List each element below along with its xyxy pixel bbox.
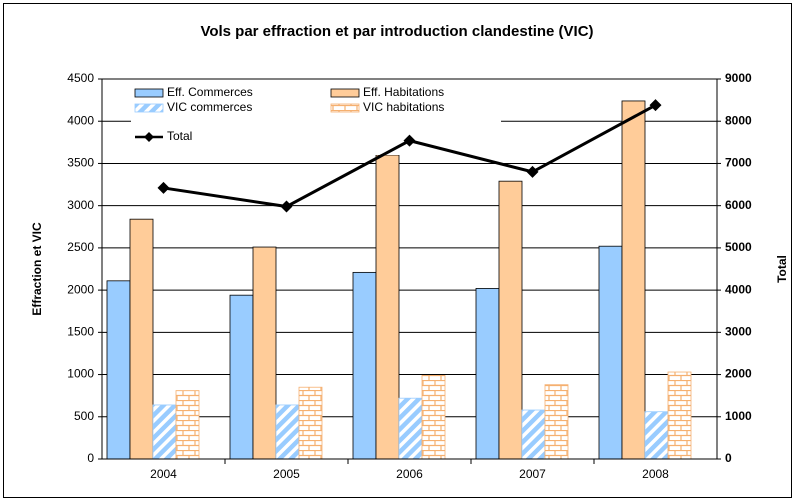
bar	[521, 409, 546, 460]
chart-title: Vols par effraction et par introduction …	[200, 23, 593, 40]
bar	[544, 384, 569, 460]
legend-label: VIC habitations	[363, 100, 444, 114]
y-tick-label: 4000	[67, 113, 94, 127]
marker	[649, 99, 662, 112]
bar	[152, 404, 177, 460]
bar	[298, 386, 323, 460]
legend-marker	[144, 132, 154, 142]
legend-label: Eff. Commerces	[167, 85, 253, 99]
y-tick-label: 3000	[67, 198, 94, 212]
bar	[106, 280, 131, 460]
legend-label: VIC commerces	[167, 100, 252, 114]
y2-tick-label: 7000	[725, 156, 752, 170]
y2-tick-label: 0	[725, 451, 732, 465]
bar	[275, 404, 300, 460]
bar	[621, 100, 646, 460]
bar	[375, 154, 400, 460]
x-tick-label: 2006	[396, 467, 423, 481]
y-tick-label: 4500	[67, 71, 94, 85]
x-tick-label: 2005	[273, 467, 300, 481]
bar	[252, 246, 277, 460]
y-tick-label: 3500	[67, 156, 94, 170]
y2-tick-label: 6000	[725, 198, 752, 212]
plot-border	[101, 78, 718, 460]
bar	[475, 288, 500, 460]
legend-box	[131, 85, 501, 155]
legend-label: Eff. Habitations	[363, 85, 444, 99]
y2-tick-label: 3000	[725, 325, 752, 339]
y-tick-label: 2500	[67, 240, 94, 254]
y2-tick-label: 8000	[725, 113, 752, 127]
y-axis-label: Effraction et VIC	[30, 222, 44, 316]
x-tick-label: 2004	[150, 467, 177, 481]
marker	[526, 165, 539, 178]
bar	[398, 397, 423, 460]
y2-tick-label: 1000	[725, 409, 752, 423]
y2-tick-label: 2000	[725, 367, 752, 381]
bar	[644, 411, 669, 460]
bar	[598, 245, 623, 460]
y2-axis-label: Total	[775, 255, 789, 283]
x-tick-label: 2007	[519, 467, 546, 481]
y-tick-label: 500	[74, 409, 94, 423]
legend-swatch	[134, 103, 164, 113]
bar	[175, 390, 200, 460]
bar	[498, 180, 523, 460]
legend-swatch	[134, 88, 164, 98]
bar	[129, 218, 154, 460]
bar	[352, 271, 377, 460]
y-tick-label: 1500	[67, 325, 94, 339]
legend-swatch	[330, 88, 360, 98]
bar	[421, 374, 446, 460]
marker	[157, 181, 170, 194]
y-tick-label: 1000	[67, 367, 94, 381]
y2-tick-label: 9000	[725, 71, 752, 85]
legend-swatch	[330, 103, 360, 113]
y-tick-label: 0	[87, 451, 94, 465]
legend-label: Total	[167, 129, 192, 143]
y2-tick-label: 4000	[725, 282, 752, 296]
bar	[229, 294, 254, 460]
y2-tick-label: 5000	[725, 240, 752, 254]
bar	[667, 371, 692, 460]
y-tick-label: 2000	[67, 282, 94, 296]
x-tick-label: 2008	[642, 467, 669, 481]
marker	[280, 200, 293, 213]
marker	[403, 134, 416, 147]
